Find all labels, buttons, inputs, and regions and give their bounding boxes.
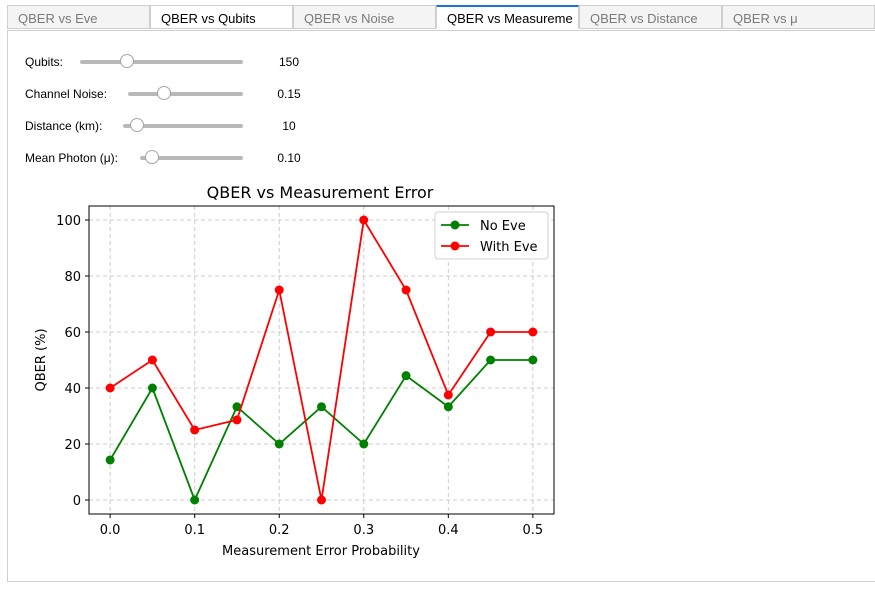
tab-qber-vs-mu[interactable]: QBER vs μ — [722, 5, 875, 29]
tab-qber-vs-eve[interactable]: QBER vs Eve — [7, 5, 150, 29]
distance-value: 10 — [282, 119, 296, 133]
tab-panel — [7, 30, 875, 582]
tab-qber-vs-distance[interactable]: QBER vs Distance — [579, 5, 722, 29]
mean-photon-label: Mean Photon (μ): — [25, 151, 118, 165]
mean-photon-slider-thumb[interactable] — [145, 150, 159, 164]
channel-noise-label: Channel Noise: — [25, 87, 108, 101]
tab-qber-vs-noise[interactable]: QBER vs Noise — [293, 5, 436, 29]
qubits-label: Qubits: — [25, 55, 64, 69]
distance-label: Distance (km): — [25, 119, 103, 133]
mean-photon-value: 0.10 — [277, 151, 301, 165]
qubits-slider-thumb[interactable] — [120, 54, 134, 68]
channel-noise-value: 0.15 — [277, 87, 301, 101]
qubits-slider-track[interactable] — [80, 60, 243, 64]
mean-photon-slider-track[interactable] — [140, 156, 243, 160]
distance-slider-track[interactable] — [123, 124, 243, 128]
tab-qber-vs-measurement[interactable]: QBER vs Measureme — [436, 5, 579, 29]
distance-slider-thumb[interactable] — [130, 118, 144, 132]
channel-noise-slider-thumb[interactable] — [157, 86, 171, 100]
channel-noise-slider-track[interactable] — [128, 92, 243, 96]
qubits-value: 150 — [278, 55, 300, 69]
tab-qber-vs-qubits[interactable]: QBER vs Qubits — [150, 5, 293, 29]
tab-bar: QBER vs Eve QBER vs Qubits QBER vs Noise… — [7, 5, 875, 31]
